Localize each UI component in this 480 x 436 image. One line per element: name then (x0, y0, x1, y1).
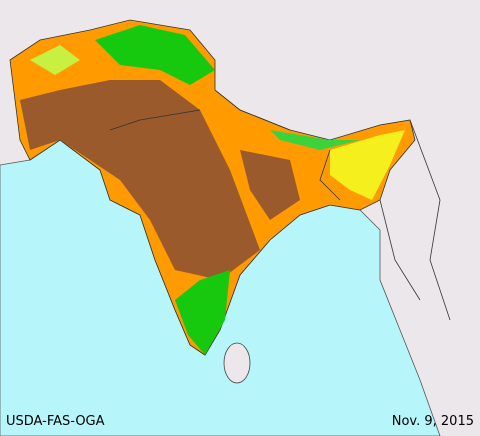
region-green-himalaya (270, 130, 360, 150)
sri-lanka (223, 342, 251, 384)
region-brown (20, 80, 260, 280)
region-green-south (175, 270, 230, 355)
region-yellow-east (330, 130, 405, 200)
region-green-north (95, 25, 215, 85)
source-label: USDA-FAS-OGA (6, 414, 105, 429)
date-label: Nov. 9, 2015 (392, 414, 474, 429)
region-brown-east (240, 150, 300, 220)
borders (109, 89, 451, 321)
region-yellow-green (30, 45, 80, 75)
